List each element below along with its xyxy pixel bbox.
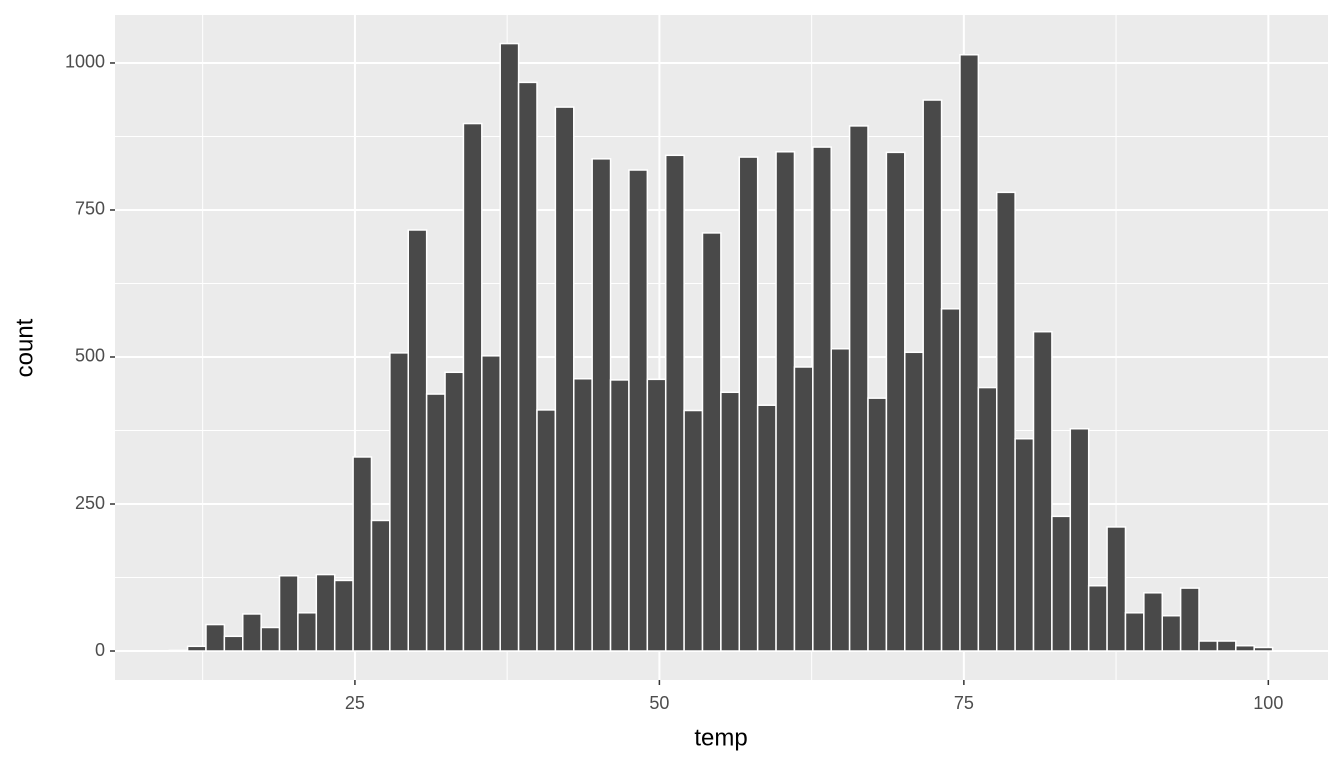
- bar: [830, 348, 851, 652]
- bar: [168, 649, 189, 652]
- y-axis-title: count: [11, 318, 38, 377]
- bar: [1179, 587, 1200, 652]
- bar: [352, 456, 373, 652]
- bar: [554, 106, 575, 652]
- bar: [370, 519, 391, 652]
- y-tick-label: 250: [75, 493, 105, 513]
- bar: [959, 54, 980, 652]
- bar: [499, 42, 520, 652]
- bar: [977, 386, 998, 652]
- y-tick-label: 750: [75, 199, 105, 219]
- bar: [297, 612, 318, 652]
- bar: [260, 626, 281, 652]
- bar: [591, 158, 612, 652]
- bar: [995, 191, 1016, 652]
- x-tick-label: 50: [649, 693, 669, 713]
- bar: [885, 151, 906, 652]
- bar: [1161, 614, 1182, 652]
- y-tick-label: 500: [75, 346, 105, 366]
- bar: [1032, 330, 1053, 652]
- bar: [683, 409, 704, 652]
- bar: [425, 393, 446, 652]
- y-tick-label: 1000: [65, 52, 105, 72]
- bar: [573, 378, 593, 652]
- bar: [812, 146, 832, 652]
- bar: [462, 122, 483, 652]
- bar: [1106, 526, 1127, 652]
- bar: [1198, 640, 1219, 652]
- bar: [186, 645, 207, 652]
- bar: [756, 404, 777, 652]
- bar: [223, 635, 244, 652]
- bar: [1216, 640, 1237, 652]
- y-tick-label: 0: [95, 640, 105, 660]
- bar: [1143, 592, 1163, 652]
- bar: [867, 397, 888, 652]
- bar: [701, 232, 722, 652]
- bar: [738, 156, 759, 652]
- bar: [1087, 584, 1108, 652]
- bar: [940, 308, 961, 652]
- bar: [1253, 646, 1274, 652]
- x-tick-label: 25: [345, 693, 365, 713]
- bar: [848, 125, 869, 652]
- bar: [1124, 612, 1145, 652]
- bar: [775, 151, 796, 652]
- x-tick-label: 100: [1253, 693, 1283, 713]
- bar: [205, 623, 226, 652]
- bar: [609, 379, 630, 652]
- bar: [646, 378, 667, 652]
- bar: [278, 574, 299, 652]
- bar: [333, 579, 354, 652]
- bar: [922, 99, 943, 652]
- bar: [444, 371, 465, 652]
- bar: [481, 355, 501, 652]
- bar: [793, 366, 814, 652]
- bar: [720, 391, 741, 652]
- bar: [1235, 644, 1255, 652]
- bar: [664, 154, 685, 652]
- bar: [536, 409, 557, 652]
- x-axis-title: temp: [694, 724, 747, 751]
- bar: [242, 613, 262, 652]
- bar: [1051, 515, 1072, 652]
- x-tick-label: 75: [954, 693, 974, 713]
- bar: [1014, 437, 1035, 652]
- bar: [315, 573, 336, 652]
- bar: [628, 169, 649, 652]
- bar: [1069, 427, 1090, 652]
- bar: [904, 351, 924, 652]
- bar: [517, 81, 538, 652]
- bar: [389, 352, 410, 652]
- bar: [407, 229, 428, 652]
